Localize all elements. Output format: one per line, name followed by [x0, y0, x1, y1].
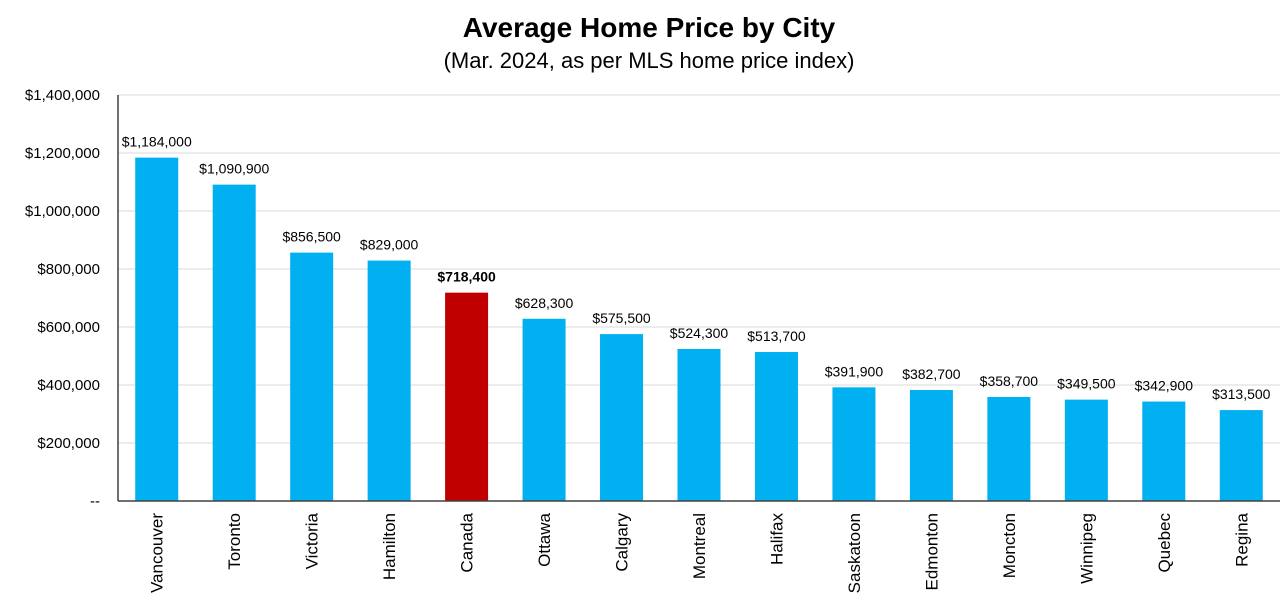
data-label: $1,184,000 [122, 134, 192, 150]
data-label: $829,000 [360, 237, 419, 253]
x-axis-labels: Vancouver Toronto Victoria Hamilton Canada Ot… [148, 512, 1252, 593]
y-tick-label: $1,200,000 [25, 145, 100, 162]
data-label: $1,090,900 [199, 161, 269, 177]
x-tick-label: Hamilton [380, 513, 399, 580]
chart-title: Average Home Price by City [462, 12, 836, 43]
bar-halifax [754, 352, 798, 501]
data-label: $313,500 [1212, 386, 1271, 402]
bar-edmonton [909, 390, 953, 501]
bar-calgary [600, 334, 644, 501]
bar-toronto [212, 184, 256, 501]
x-tick-label: Regina [1232, 512, 1251, 566]
y-tick-label: $600,000 [37, 319, 100, 336]
bar-moncton [987, 396, 1031, 501]
data-label: $342,900 [1135, 378, 1194, 394]
bar-victoria [290, 252, 334, 501]
y-tick-label: $1,000,000 [25, 203, 100, 220]
x-tick-label: Edmonton [922, 513, 941, 591]
bar-regina [1219, 410, 1263, 501]
bar-vancouver [135, 157, 179, 501]
chart-subtitle: (Mar. 2024, as per MLS home price index) [443, 48, 855, 73]
data-labels: $1,184,000 $1,090,900 $856,500 $829,000 $718… [122, 134, 1271, 402]
x-tick-label: Moncton [1000, 513, 1019, 578]
bar-winnipeg [1064, 399, 1108, 501]
data-label: $349,500 [1057, 376, 1116, 392]
x-tick-label: Halifax [767, 513, 786, 565]
data-label: $358,700 [980, 373, 1039, 389]
bar-saskatoon [832, 387, 876, 501]
x-tick-label: Ottawa [535, 512, 554, 566]
data-label: $575,500 [592, 310, 651, 326]
y-tick-label: $1,400,000 [25, 87, 100, 104]
bar-hamilton [367, 260, 411, 501]
bars [135, 157, 1263, 501]
y-tick-label: $800,000 [37, 261, 100, 278]
x-tick-label: Saskatoon [845, 513, 864, 593]
x-tick-label: Canada [458, 512, 477, 572]
x-tick-label: Vancouver [148, 513, 167, 593]
y-tick-label: -- [90, 493, 100, 510]
x-tick-label: Winnipeg [1077, 513, 1096, 584]
data-label: $524,300 [670, 325, 729, 341]
bar-quebec [1142, 401, 1186, 501]
data-label: $856,500 [282, 229, 341, 245]
x-tick-label: Quebec [1155, 513, 1174, 573]
data-label: $628,300 [515, 295, 574, 311]
y-tick-label: $400,000 [37, 377, 100, 394]
data-label: $391,900 [825, 363, 884, 379]
data-label: $382,700 [902, 366, 961, 382]
x-tick-label: Calgary [613, 513, 632, 572]
data-label: $513,700 [747, 328, 806, 344]
x-tick-label: Victoria [303, 512, 322, 569]
x-tick-label: Toronto [225, 513, 244, 570]
data-label: $718,400 [437, 269, 496, 285]
y-axis: -- $200,000 $400,000 $600,000 $800,000 $1,000… [25, 87, 100, 510]
bar-ottawa [522, 318, 566, 501]
x-tick-label: Montreal [690, 513, 709, 579]
bar-canada [445, 292, 489, 501]
bar-montreal [677, 348, 721, 501]
y-tick-label: $200,000 [37, 435, 100, 452]
